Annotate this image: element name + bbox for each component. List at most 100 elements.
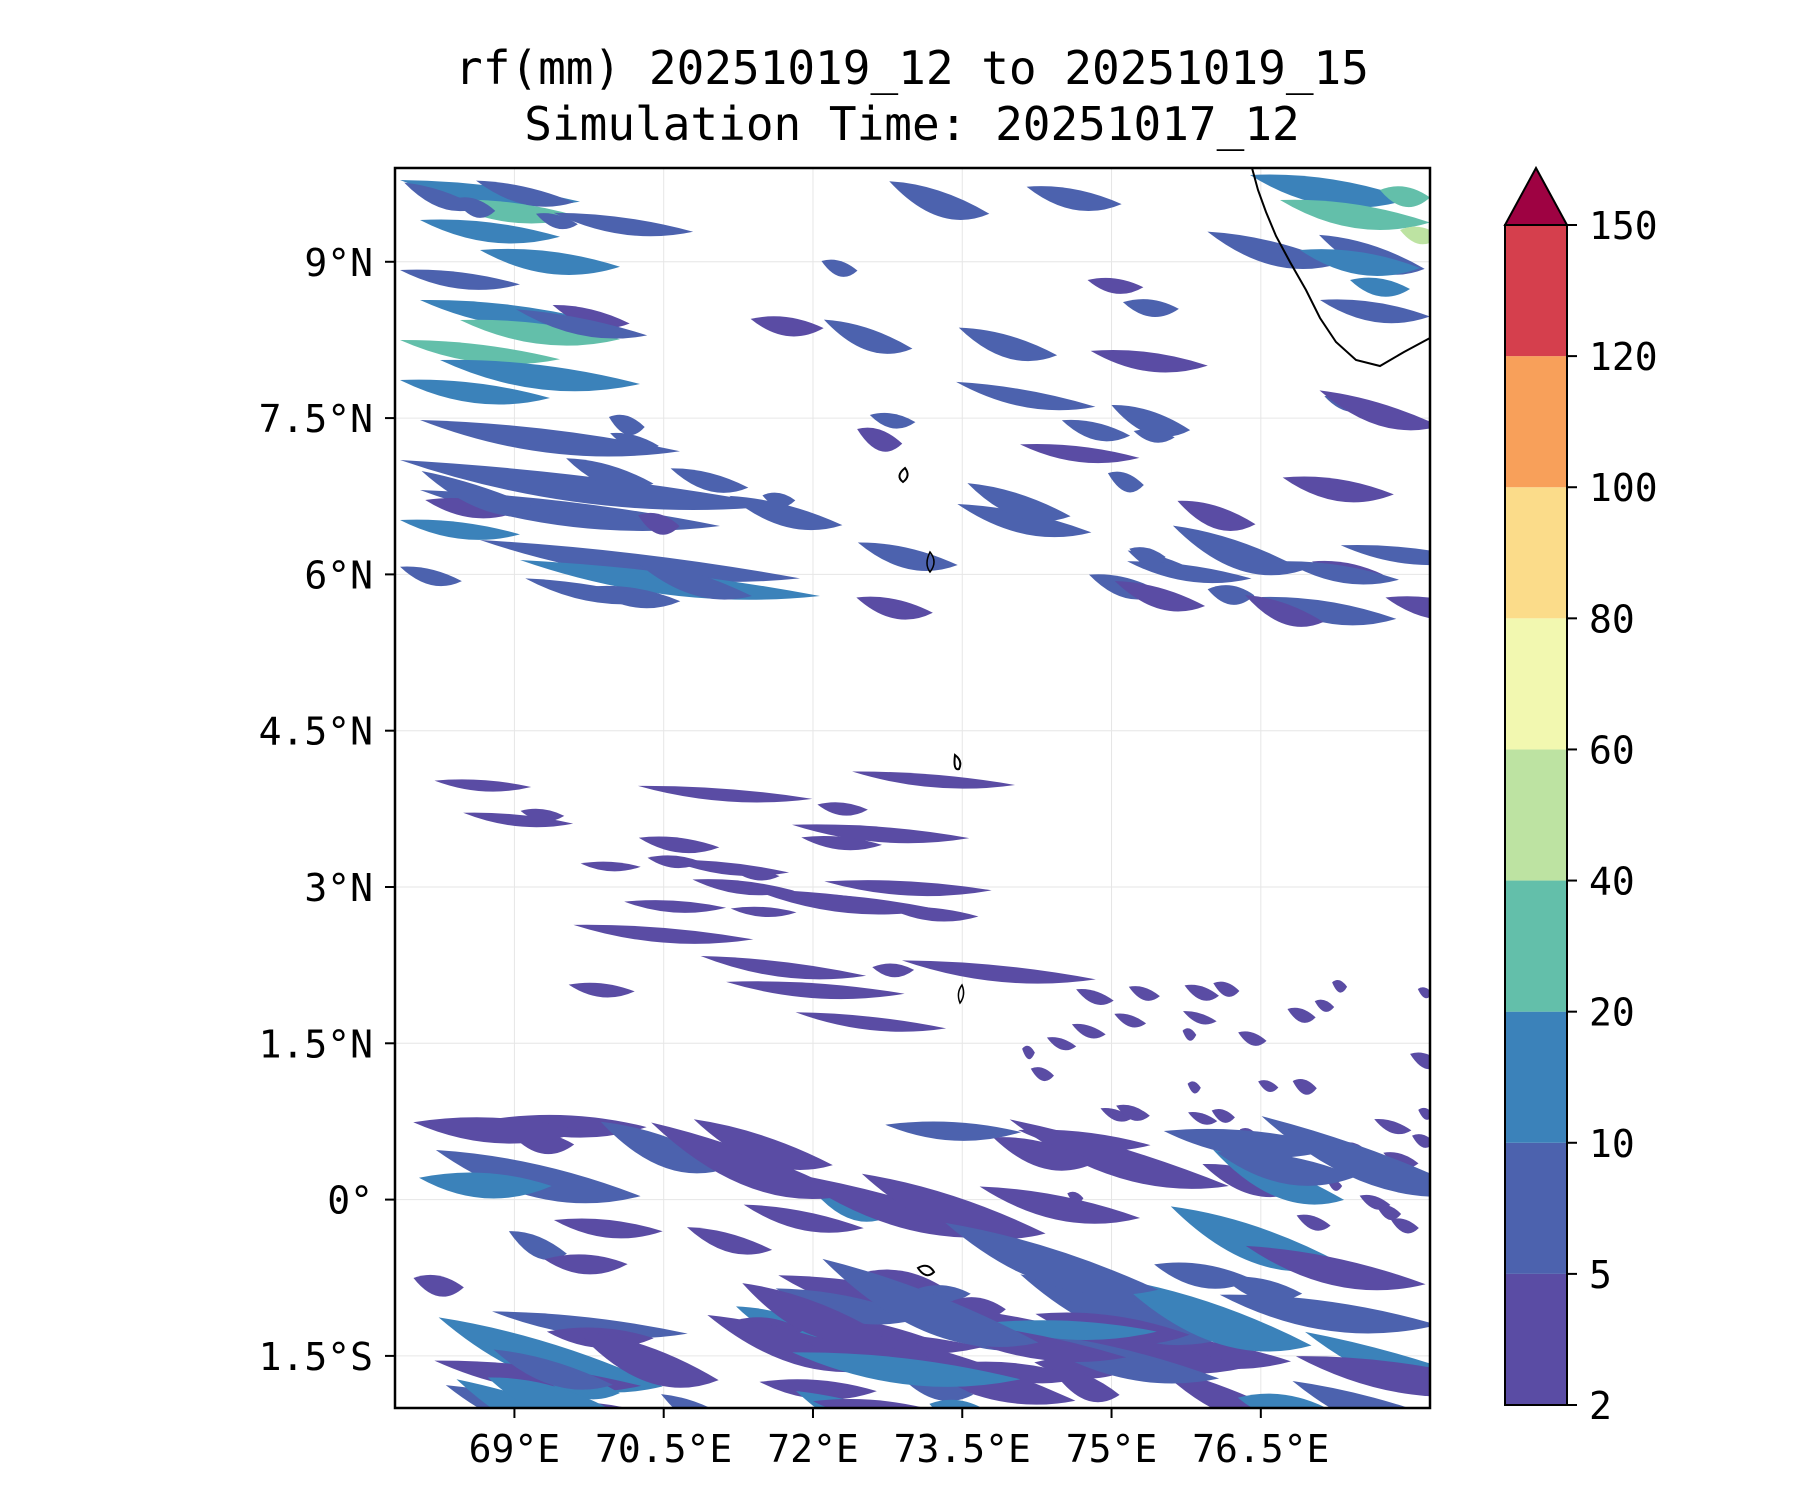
rain-band (750, 316, 824, 337)
y-tick-label: 9°N (304, 241, 373, 285)
rain-band (857, 542, 958, 571)
rain-band (1390, 1218, 1419, 1234)
x-tick-label: 69°E (469, 1427, 561, 1471)
rain-band (400, 379, 550, 405)
rain-band (400, 460, 780, 510)
colorbar-segment (1505, 749, 1567, 881)
x-tick-label: 72°E (767, 1427, 859, 1471)
rain-band (752, 889, 932, 915)
rain-band (686, 1227, 773, 1255)
colorbar-extend-arrow (1503, 165, 1569, 226)
rain-band (1350, 277, 1410, 297)
rain-band (492, 1311, 688, 1339)
longitude-ticks: 69°E 70.5°E 72°E 73.5°E 75°E 76.5°E (469, 1408, 1329, 1471)
rain-band (993, 1137, 1096, 1171)
rain-band (1282, 476, 1394, 503)
rain-band (1385, 596, 1430, 619)
rain-band (979, 1186, 1141, 1224)
rain-band (1087, 277, 1144, 294)
rain-band (856, 596, 933, 620)
rain-band (1076, 988, 1114, 1005)
rain-band (435, 1149, 641, 1204)
rain-band (852, 771, 1016, 789)
rain-band (553, 1218, 663, 1239)
x-tick-label: 73.5°E (894, 1427, 1031, 1471)
rain-band (1314, 999, 1335, 1012)
rain-band (1211, 1108, 1235, 1123)
rain-band (822, 1258, 1039, 1347)
rain-band (576, 1330, 719, 1388)
rain-band (956, 381, 1096, 411)
rain-band (1018, 1129, 1151, 1152)
rain-band (400, 566, 462, 587)
rain-band (1238, 1031, 1267, 1046)
rain-band (762, 492, 796, 508)
y-tick-label: 3°N (304, 866, 373, 910)
rain-band (580, 861, 641, 872)
colorbar: 2 5 10 20 40 60 80 100 120 150 (1503, 165, 1658, 1428)
y-tick-label: 6°N (304, 553, 373, 597)
rain-band (1320, 299, 1430, 324)
rain-band (1377, 1205, 1402, 1221)
rain-band (1280, 199, 1430, 230)
rain-band (1250, 174, 1410, 208)
rain-band (1184, 984, 1219, 1001)
rain-band (1400, 226, 1430, 245)
rain-band (420, 219, 560, 244)
x-tick-label: 70.5°E (595, 1427, 732, 1471)
maldives-atoll-4 (957, 983, 965, 1005)
rain-band (1177, 500, 1256, 532)
rain-band (1207, 231, 1339, 270)
rain-band (700, 956, 867, 980)
rain-band (418, 1172, 552, 1199)
rain-band (693, 1119, 833, 1170)
maldives-atoll-1 (898, 466, 909, 484)
rain-band (400, 519, 520, 540)
rain-band (1090, 349, 1208, 373)
rain-band (1114, 581, 1206, 612)
addu-atoll (916, 1264, 936, 1277)
colorbar-tick-label: 150 (1589, 204, 1658, 248)
colorbar-segment (1505, 618, 1567, 750)
rain-band (957, 503, 1092, 538)
rain-band (440, 359, 640, 392)
rain-band (1116, 1278, 1312, 1352)
rain-band (1128, 986, 1160, 1001)
maldives-atoll-3 (953, 753, 962, 771)
rain-band (1292, 1079, 1317, 1095)
rain-band (692, 879, 795, 896)
rain-band (520, 808, 565, 822)
rain-band (869, 1332, 1076, 1405)
rain-band (1020, 444, 1140, 464)
rain-band (480, 248, 620, 275)
rain-band (624, 900, 727, 913)
rain-band (1172, 525, 1304, 576)
rain-band (1051, 1369, 1120, 1403)
rain-band (792, 824, 970, 844)
rain-band (985, 1320, 1157, 1340)
rain-band (552, 304, 630, 329)
rain-band (967, 483, 1071, 522)
colorbar-segment (1505, 356, 1567, 488)
y-tick-label: 1.5°S (259, 1335, 373, 1379)
rain-band (1071, 1023, 1106, 1039)
rain-band (968, 1361, 1082, 1384)
map-title-line-2: Simulation Time: 20251017_12 (524, 97, 1299, 151)
rain-band (651, 1122, 849, 1200)
rain-band (823, 319, 913, 354)
rain-band (872, 963, 915, 978)
rain-band (889, 181, 990, 220)
rain-band (1133, 429, 1175, 443)
rain-band (535, 213, 578, 230)
rain-band (1114, 1013, 1147, 1028)
rain-band (553, 212, 694, 237)
x-tick-label: 76.5°E (1192, 1427, 1329, 1471)
rain-band (958, 327, 1058, 362)
rain-band (1053, 1284, 1136, 1313)
maldives-atoll-2 (926, 550, 935, 574)
y-tick-label: 4.5°N (259, 710, 373, 754)
rain-band (1213, 981, 1240, 997)
rain-band (945, 1222, 1159, 1296)
rain-band (1183, 1011, 1217, 1025)
